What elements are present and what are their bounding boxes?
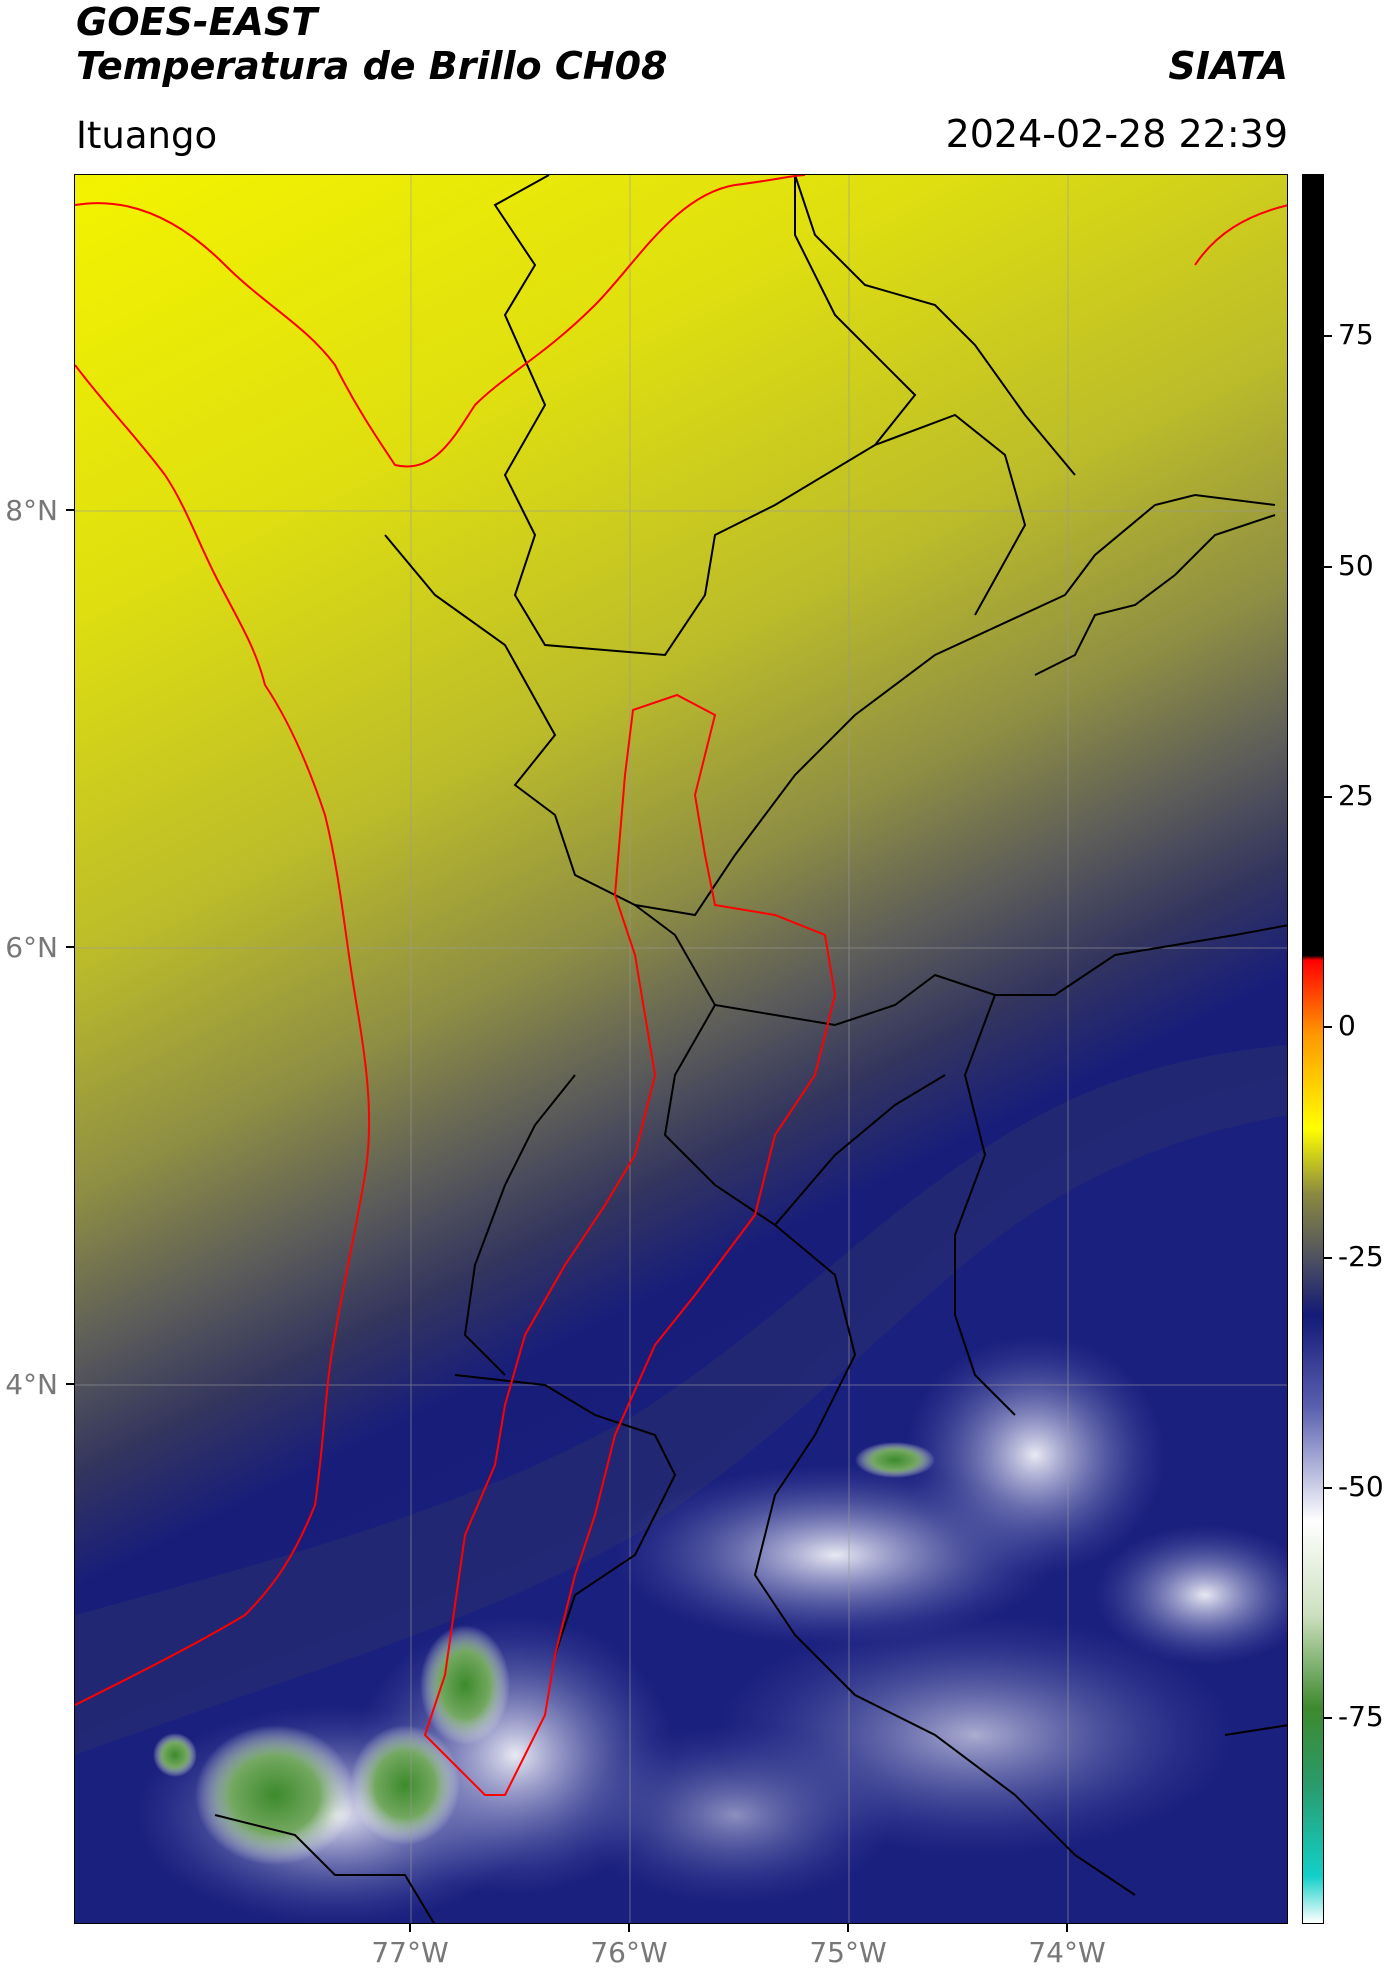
lat-tick: [66, 509, 74, 511]
lon-tick: [628, 1924, 630, 1932]
satellite-title: GOES-EAST: [76, 0, 318, 44]
map-canvas: [75, 175, 1287, 1923]
coastline: [75, 175, 1287, 1706]
lon-tick: [1066, 1924, 1068, 1932]
department-boundaries: [214, 175, 1287, 1923]
map-panel[interactable]: [74, 174, 1288, 1924]
ituango-basin-outline: [423, 693, 837, 1796]
colorbar-label-neg50: -50: [1338, 1470, 1384, 1503]
colorbar-label-neg25: -25: [1338, 1240, 1384, 1273]
location-label: Ituango: [76, 114, 218, 157]
datetime-label: 2024-02-28 22:39: [945, 112, 1288, 156]
lon-label-76w: 76°W: [590, 1936, 668, 1969]
colorbar-label-25: 25: [1338, 779, 1374, 812]
lat-tick: [66, 1383, 74, 1385]
colorbar-label-75: 75: [1338, 318, 1374, 351]
product-title: Temperatura de Brillo CH08: [76, 44, 668, 88]
colorbar-tick: [1324, 1487, 1332, 1489]
colorbar-tick: [1324, 1026, 1332, 1028]
colorbar-label-neg75: -75: [1338, 1700, 1384, 1733]
lon-label-74w: 74°W: [1028, 1936, 1106, 1969]
colorbar-tick: [1324, 566, 1332, 568]
lat-label-4n: 4°N: [5, 1368, 58, 1401]
lon-label-77w: 77°W: [371, 1936, 449, 1969]
colorbar-tick: [1324, 335, 1332, 337]
lon-tick: [847, 1924, 849, 1932]
colorbar-tick: [1324, 796, 1332, 798]
lat-label-6n: 6°N: [5, 931, 58, 964]
cold-transition-band: [75, 1045, 1287, 1755]
brand-label: SIATA: [1168, 44, 1288, 88]
colorbar-tick: [1324, 1257, 1332, 1259]
cloud-tops: [135, 1335, 1287, 1923]
colorbar-tick: [1324, 1717, 1332, 1719]
lon-tick: [409, 1924, 411, 1932]
colorbar-label-50: 50: [1338, 549, 1374, 582]
lon-label-75w: 75°W: [809, 1936, 887, 1969]
colorbar-label-0: 0: [1338, 1009, 1356, 1042]
lat-tick: [66, 946, 74, 948]
colorbar: [1302, 174, 1324, 1924]
lat-label-8n: 8°N: [5, 494, 58, 527]
